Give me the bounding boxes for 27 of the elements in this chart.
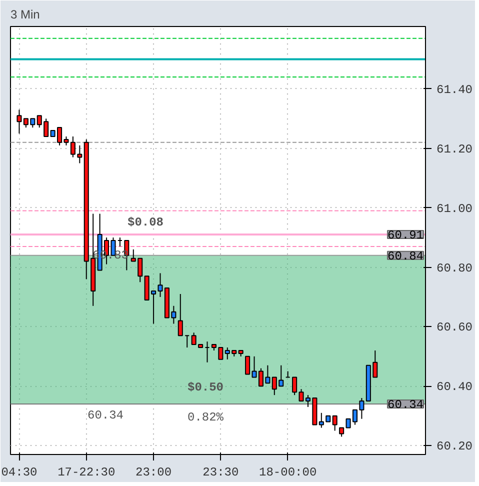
y-tick-label: 60.80 [436, 261, 473, 276]
x-tick-label: 23:30 [202, 466, 239, 480]
candlestick [191, 332, 196, 346]
candlestick [292, 376, 298, 396]
y-tick-label: 60.20 [436, 440, 473, 454]
annotation: $0.50 [187, 380, 224, 394]
candlestick [16, 109, 22, 134]
x-tick-label: 23:00 [136, 466, 172, 480]
annotation: $0.08 [127, 216, 164, 230]
y-tick-label: 60.60 [436, 320, 473, 335]
y-tick-label: 60.40 [436, 380, 473, 394]
ref-line-label: 60.91 [387, 228, 424, 243]
y-tick-label: 61.40 [436, 82, 473, 97]
candlestick [332, 415, 338, 432]
candlestick [218, 347, 224, 360]
x-tick-label: 18-00:00 [259, 466, 317, 480]
chart-title: 3 Min [10, 8, 40, 22]
x-tick-label: 04:30 [1, 466, 38, 480]
y-tick-label: 61.00 [436, 202, 473, 216]
y-tick-label: 61.20 [436, 142, 473, 156]
annotation: 60.34 [87, 408, 124, 422]
annotation: 0.82% [187, 410, 224, 424]
x-tick-label: 17-22:30 [58, 466, 116, 480]
candlestick [178, 294, 183, 336]
annotation: 60.83 [92, 248, 129, 262]
ref-line-label: 60.84 [387, 249, 424, 264]
ref-line-label: 60.34 [387, 398, 424, 412]
